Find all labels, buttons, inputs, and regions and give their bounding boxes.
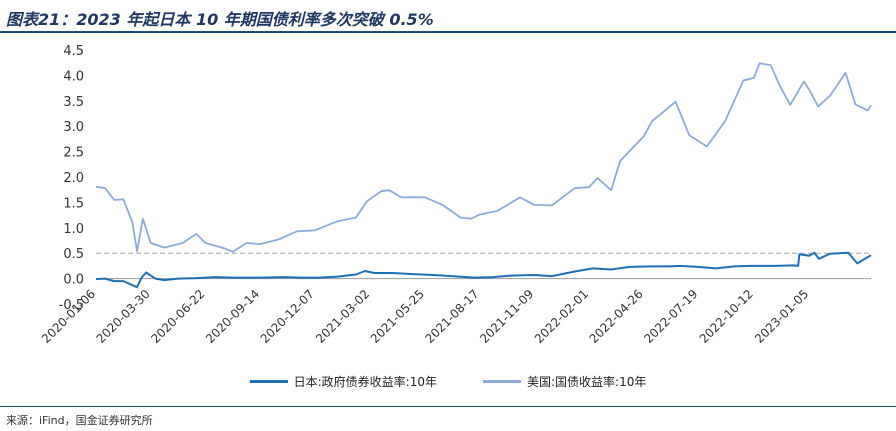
y-tick-label: 2.0 bbox=[63, 171, 84, 186]
x-tick-label: 2021-03-02 bbox=[313, 287, 372, 346]
source-note: 来源：iFind，国金证券研究所 bbox=[6, 414, 153, 427]
legend-label-japan: 日本:政府债券收益率:10年 bbox=[293, 374, 437, 389]
legend-swatch-japan bbox=[249, 379, 288, 383]
y-tick-label: 0.0 bbox=[63, 273, 84, 288]
series-line-japan bbox=[95, 251, 872, 289]
x-tick-label: 2022-10-12 bbox=[697, 287, 756, 346]
x-tick-label: 2022-04-26 bbox=[587, 287, 646, 346]
legend-item-japan: 日本:政府债券收益率:10年 bbox=[249, 373, 437, 390]
x-tick-label: 2021-05-25 bbox=[368, 287, 427, 346]
x-tick-label: 2020-09-14 bbox=[203, 287, 262, 346]
x-tick-label: 2020-03-30 bbox=[94, 287, 153, 346]
legend-label-us: 美国:国债收益率:10年 bbox=[527, 374, 647, 389]
x-tick-label: 2023-01-05 bbox=[752, 287, 811, 346]
x-tick-label: 2020-06-22 bbox=[148, 287, 207, 346]
x-tick-label: 2020-01-06 bbox=[39, 287, 98, 346]
y-tick-label: -0.5 bbox=[59, 298, 84, 313]
y-tick-label: 3.5 bbox=[63, 95, 84, 110]
y-tick-label: 0.5 bbox=[63, 247, 84, 262]
y-tick-label: 4.0 bbox=[63, 69, 84, 84]
x-tick-label: 2021-08-17 bbox=[422, 287, 481, 346]
yield-line-chart: -0.5 0.0 0.5 1.0 1.5 2.0 2.5 3.0 3.5 4.0 4.5 2020-… bbox=[39, 44, 872, 346]
x-tick-label: 2021-11-09 bbox=[477, 287, 536, 346]
y-axis: -0.5 0.0 0.5 1.0 1.5 2.0 2.5 3.0 3.5 4.0 4.5 bbox=[59, 44, 84, 313]
figure-title: 图表21：2023 年起日本 10 年期国债利率多次突破 0.5% bbox=[6, 10, 434, 29]
x-tick-label: 2020-12-07 bbox=[258, 287, 317, 346]
title-rule bbox=[0, 31, 896, 33]
legend-swatch-us bbox=[483, 379, 521, 383]
x-tick-label: 2022-07-19 bbox=[641, 287, 700, 346]
x-axis: 2020-01-062020-03-302020-06-222020-09-14… bbox=[39, 278, 871, 346]
legend: 日本:政府债券收益率:10年 美国:国债收益率:10年 bbox=[0, 370, 896, 392]
series-group bbox=[95, 62, 872, 289]
legend-item-us: 美国:国债收益率:10年 bbox=[483, 373, 646, 390]
series-line-us bbox=[95, 62, 872, 253]
footer-rule bbox=[0, 406, 896, 407]
y-tick-label: 4.5 bbox=[63, 44, 84, 59]
x-tick-label: 2022-02-01 bbox=[532, 287, 591, 346]
y-tick-label: 2.5 bbox=[63, 146, 84, 161]
y-tick-label: 1.0 bbox=[63, 222, 84, 237]
y-tick-label: 1.5 bbox=[63, 196, 84, 211]
y-tick-label: 3.0 bbox=[63, 120, 84, 135]
